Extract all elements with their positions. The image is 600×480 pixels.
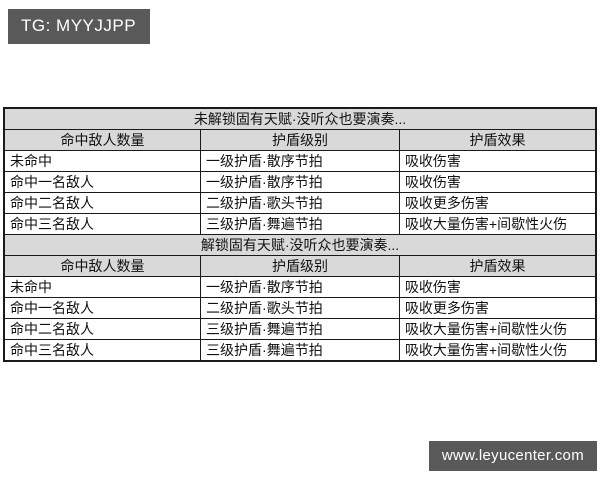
section-2-title: 解锁固有天赋·没听众也要演奏... bbox=[3, 234, 597, 256]
table-row: 命中三名敌人 三级护盾·舞遍节拍 吸收大量伤害+间歇性火伤 bbox=[3, 339, 597, 362]
shield-info-table: 未解锁固有天赋·没听众也要演奏... 命中敌人数量 护盾级别 护盾效果 未命中 … bbox=[3, 107, 597, 362]
cell-shield-level: 三级护盾·舞遍节拍 bbox=[200, 339, 400, 362]
cell-enemy-count: 命中二名敌人 bbox=[3, 318, 202, 340]
cell-shield-effect: 吸收更多伤害 bbox=[398, 192, 597, 214]
cell-shield-effect: 吸收伤害 bbox=[398, 150, 597, 172]
section-2-col-shield-level: 护盾级别 bbox=[200, 255, 400, 277]
table-row: 未命中 一级护盾·散序节拍 吸收伤害 bbox=[3, 276, 597, 298]
cell-shield-effect: 吸收大量伤害+间歇性火伤 bbox=[398, 339, 597, 362]
cell-shield-effect: 吸收大量伤害+间歇性火伤 bbox=[398, 213, 597, 235]
table-row: 命中一名敌人 一级护盾·散序节拍 吸收伤害 bbox=[3, 171, 597, 193]
cell-enemy-count: 命中一名敌人 bbox=[3, 297, 202, 319]
cell-enemy-count: 未命中 bbox=[3, 150, 202, 172]
section-1-col-shield-level: 护盾级别 bbox=[200, 129, 400, 151]
cell-shield-effect: 吸收更多伤害 bbox=[398, 297, 597, 319]
cell-enemy-count: 未命中 bbox=[3, 276, 202, 298]
table-row: 未命中 一级护盾·散序节拍 吸收伤害 bbox=[3, 150, 597, 172]
table-row: 命中三名敌人 三级护盾·舞遍节拍 吸收大量伤害+间歇性火伤 bbox=[3, 213, 597, 235]
section-1-col-enemy-count: 命中敌人数量 bbox=[3, 129, 202, 151]
section-1-col-shield-effect: 护盾效果 bbox=[398, 129, 597, 151]
cell-shield-level: 三级护盾·舞遍节拍 bbox=[200, 213, 400, 235]
table-row: 命中二名敌人 二级护盾·歌头节拍 吸收更多伤害 bbox=[3, 192, 597, 214]
cell-shield-effect: 吸收伤害 bbox=[398, 171, 597, 193]
section-1-title-row: 未解锁固有天赋·没听众也要演奏... bbox=[3, 107, 597, 130]
cell-shield-level: 二级护盾·歌头节拍 bbox=[200, 297, 400, 319]
cell-enemy-count: 命中二名敌人 bbox=[3, 192, 202, 214]
section-2-col-shield-effect: 护盾效果 bbox=[398, 255, 597, 277]
cell-shield-level: 三级护盾·舞遍节拍 bbox=[200, 318, 400, 340]
table-row: 命中二名敌人 三级护盾·舞遍节拍 吸收大量伤害+间歇性火伤 bbox=[3, 318, 597, 340]
section-2-col-enemy-count: 命中敌人数量 bbox=[3, 255, 202, 277]
cell-enemy-count: 命中三名敌人 bbox=[3, 339, 202, 362]
table-row: 命中一名敌人 二级护盾·歌头节拍 吸收更多伤害 bbox=[3, 297, 597, 319]
section-2-header-row: 命中敌人数量 护盾级别 护盾效果 bbox=[3, 255, 597, 277]
cell-shield-effect: 吸收伤害 bbox=[398, 276, 597, 298]
section-1-header-row: 命中敌人数量 护盾级别 护盾效果 bbox=[3, 129, 597, 151]
cell-shield-level: 二级护盾·歌头节拍 bbox=[200, 192, 400, 214]
cell-shield-level: 一级护盾·散序节拍 bbox=[200, 276, 400, 298]
tg-contact-badge: TG: MYYJJPP bbox=[8, 9, 151, 44]
cell-shield-effect: 吸收大量伤害+间歇性火伤 bbox=[398, 318, 597, 340]
section-2-title-row: 解锁固有天赋·没听众也要演奏... bbox=[3, 234, 597, 256]
cell-enemy-count: 命中一名敌人 bbox=[3, 171, 202, 193]
site-watermark-badge: www.leyucenter.com bbox=[428, 441, 597, 471]
cell-shield-level: 一级护盾·散序节拍 bbox=[200, 171, 400, 193]
cell-shield-level: 一级护盾·散序节拍 bbox=[200, 150, 400, 172]
cell-enemy-count: 命中三名敌人 bbox=[3, 213, 202, 235]
section-1-title: 未解锁固有天赋·没听众也要演奏... bbox=[3, 107, 597, 130]
